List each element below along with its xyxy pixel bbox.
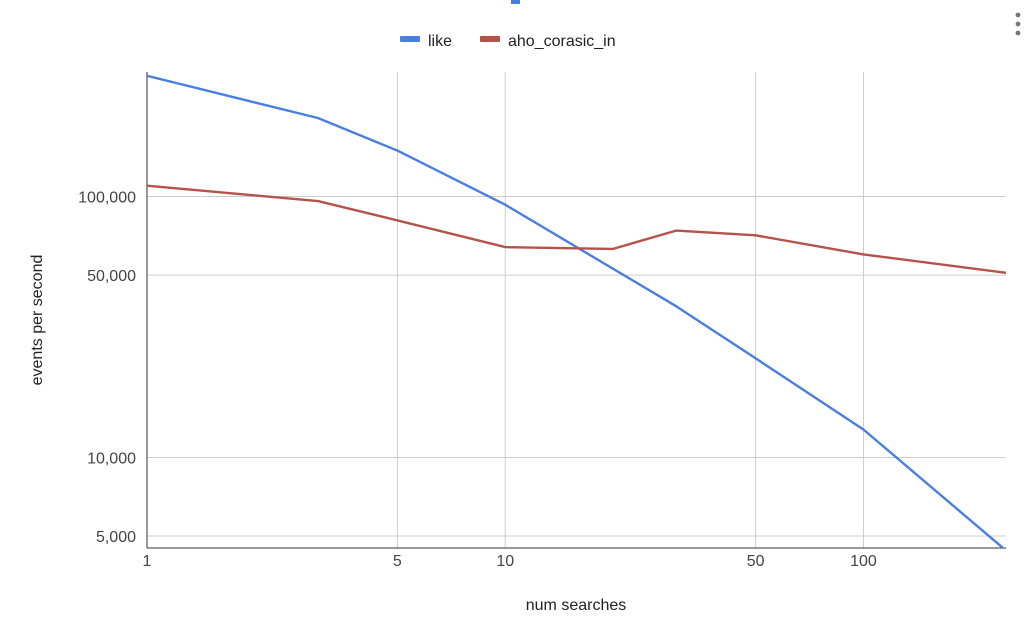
grid-lines — [146, 72, 1006, 549]
x-tick-label: 50 — [747, 553, 765, 570]
legend-swatch — [400, 36, 420, 42]
y-axis-title: events per second — [29, 255, 46, 386]
series-line-1 — [147, 184, 1006, 274]
legend-label: aho_corasic_in — [508, 33, 616, 50]
x-tick-label: 1 — [143, 553, 152, 570]
more-vert-icon[interactable] — [1010, 8, 1026, 40]
x-tick-label: 10 — [496, 553, 514, 570]
legend-swatch — [480, 36, 500, 42]
legend-label: like — [428, 33, 452, 50]
series-lines — [147, 74, 1006, 548]
x-axis-title: num searches — [526, 597, 627, 614]
y-tick-label: 100,000 — [78, 190, 136, 207]
x-tick-label: 5 — [393, 553, 402, 570]
x-tick-label: 100 — [850, 553, 877, 570]
y-tick-label: 10,000 — [87, 450, 136, 467]
series-line-0 — [147, 74, 1005, 548]
partial-selection-marker — [511, 0, 520, 4]
y-tick-label: 5,000 — [96, 529, 136, 546]
y-tick-label: 50,000 — [87, 268, 136, 285]
tick-labels: 1 5 10 50 100 5,000 10,000 50,000 100,000 — [78, 190, 877, 570]
legend: like aho_corasic_in — [400, 33, 616, 50]
